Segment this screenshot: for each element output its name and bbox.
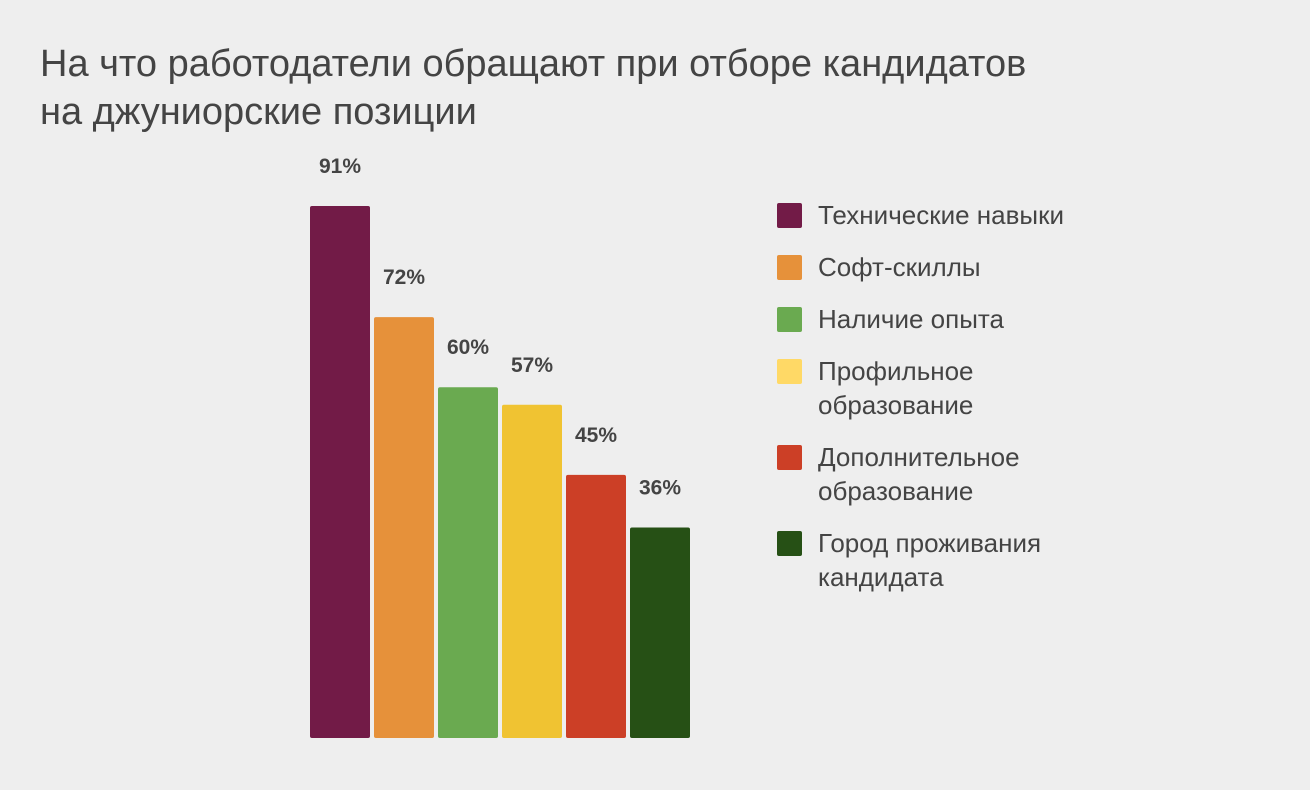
legend-label: образование: [818, 390, 974, 420]
data-label-3: 60%: [447, 336, 489, 359]
legend-swatch: [777, 531, 802, 556]
legend-label: Профильное: [818, 356, 974, 386]
legend-item-candidate-city: Город проживания кандидата: [777, 526, 1107, 594]
legend-label: Наличие опыта: [818, 304, 1004, 334]
legend-item-specialized-education: Профильное образование: [777, 354, 1107, 422]
legend-label: Дополнительное: [818, 442, 1020, 472]
legend-swatch: [777, 255, 802, 280]
data-label-1: 91%: [319, 155, 361, 178]
legend-label: кандидата: [818, 562, 944, 592]
legend-swatch: [777, 203, 802, 228]
legend-label: Город проживания: [818, 528, 1042, 558]
data-label-5: 45%: [575, 424, 617, 447]
data-label-6: 36%: [639, 477, 681, 500]
chart-title-line-2: на джуниорские позиции: [40, 91, 477, 133]
legend-item-soft-skills: Софт-скиллы: [777, 250, 1107, 284]
legend-swatch: [777, 359, 802, 384]
legend-item-experience: Наличие опыта: [777, 302, 1107, 336]
chart-legend: Технические навыки Софт-скиллы Наличие о…: [777, 198, 1107, 612]
data-label-2: 72%: [383, 266, 425, 289]
legend-item-additional-education: Дополнительное образование: [777, 440, 1107, 508]
bar-6: [630, 527, 690, 738]
legend-label: образование: [818, 476, 974, 506]
legend-label: Технические навыки: [818, 200, 1064, 230]
bar-5: [566, 474, 626, 738]
bar-1: [310, 206, 370, 738]
data-label-4: 57%: [511, 354, 553, 377]
bar-2: [374, 317, 434, 738]
bar-4: [502, 404, 562, 738]
chart-title-line-1: На что работодатели обращают при отборе …: [40, 43, 1027, 85]
legend-label: Софт-скиллы: [818, 252, 981, 282]
legend-item-technical-skills: Технические навыки: [777, 198, 1107, 232]
bar-3: [438, 387, 498, 738]
legend-swatch: [777, 445, 802, 470]
legend-swatch: [777, 307, 802, 332]
chart-title: На что работодатели обращают при отборе …: [40, 40, 1140, 136]
